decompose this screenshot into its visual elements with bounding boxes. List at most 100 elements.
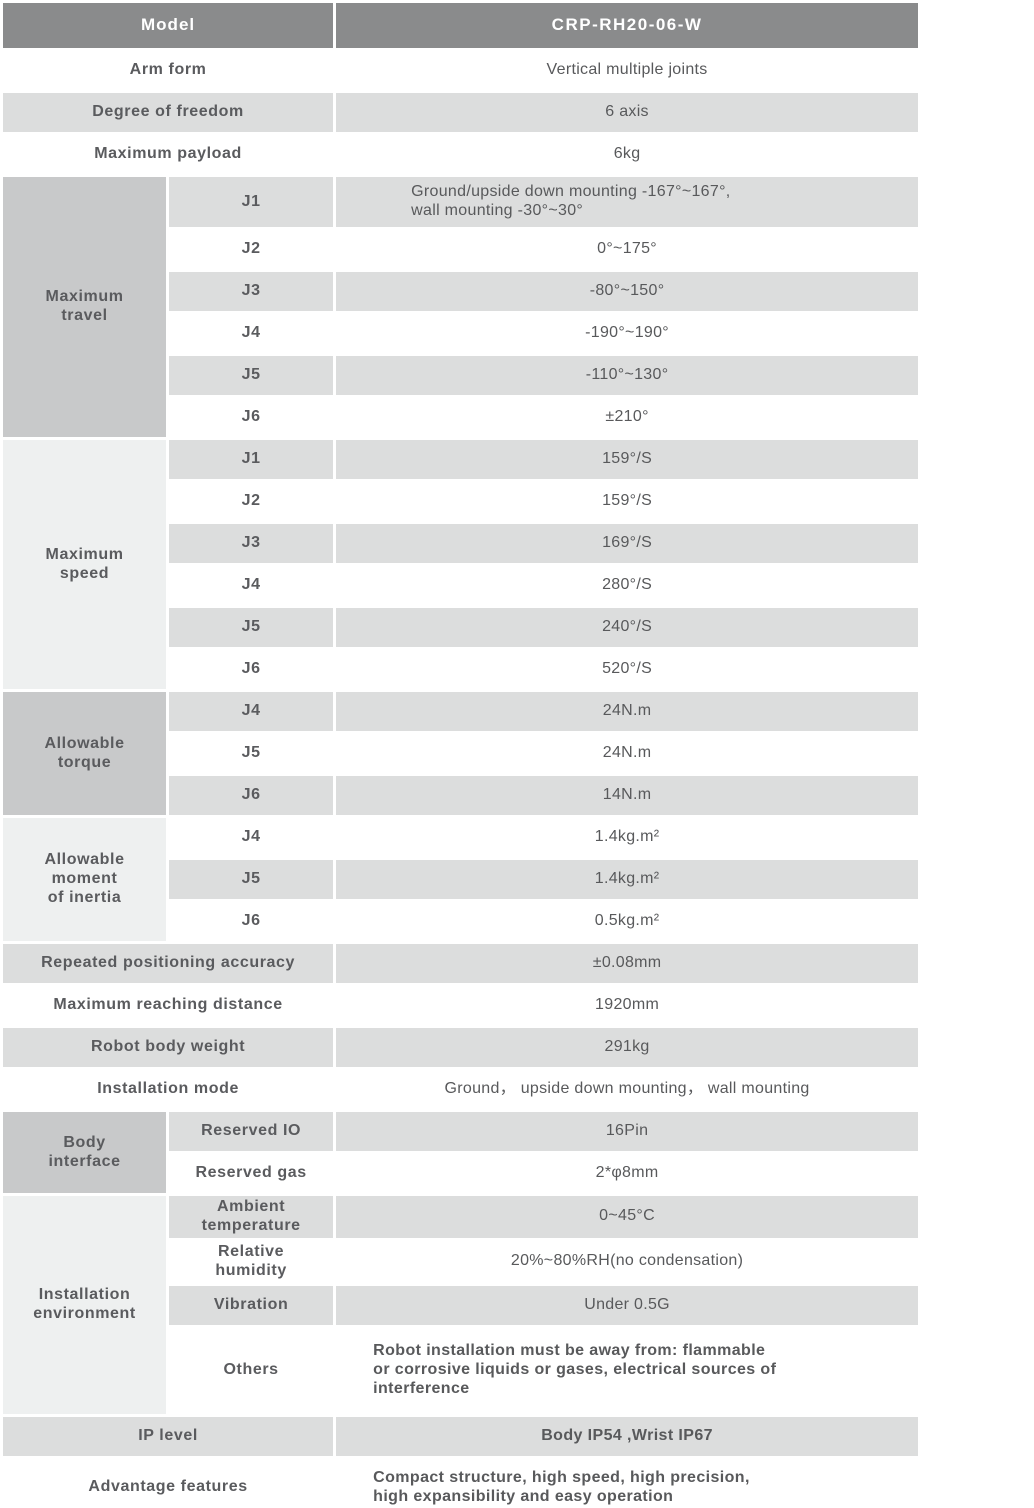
joint-label: J4 bbox=[169, 692, 334, 731]
section-title-maximum-travel: Maximum travel bbox=[3, 177, 167, 437]
section-title-maximum-speed: Maximum speed bbox=[3, 440, 167, 689]
table-row: J2 159°/S bbox=[3, 482, 918, 521]
joint-label: J4 bbox=[169, 818, 334, 857]
relative-humidity-value: 20%~80%RH(no condensation) bbox=[336, 1240, 918, 1283]
joint-value: 159°/S bbox=[336, 482, 918, 521]
joint-label: J5 bbox=[169, 608, 334, 647]
joint-value: 280°/S bbox=[336, 566, 918, 605]
joint-value: 240°/S bbox=[336, 608, 918, 647]
joint-label: J5 bbox=[169, 860, 334, 899]
advantage-features-value: Compact structure, high speed, high prec… bbox=[336, 1458, 918, 1508]
section-title-allowable-torque: Allowable torque bbox=[3, 692, 167, 815]
joint-value: 1.4kg.m² bbox=[336, 818, 918, 857]
table-row: Others Robot installation must be away f… bbox=[3, 1327, 918, 1414]
robot-spec-table: Model CRP-RH20-06-W Arm form Vertical mu… bbox=[3, 3, 918, 1508]
table-row: J3 169°/S bbox=[3, 524, 918, 563]
joint-value: 169°/S bbox=[336, 524, 918, 563]
joint-label: J6 bbox=[169, 398, 334, 437]
joint-value: 0°~175° bbox=[336, 230, 918, 269]
table-row: Body interface Reserved IO 16Pin bbox=[3, 1112, 918, 1193]
joint-label: J5 bbox=[169, 356, 334, 395]
joint-label: J6 bbox=[169, 776, 334, 815]
table-row: Maximum reaching distance 1920mm bbox=[3, 986, 918, 1025]
section-title-allowable-inertia: Allowable moment of inertia bbox=[3, 818, 167, 941]
repeated-positioning-accuracy-value: ±0.08mm bbox=[336, 944, 918, 983]
table-row: Maximum travel J1 Ground/upside down mou… bbox=[3, 177, 918, 437]
table-row: Reserved gas 2*φ8mm bbox=[3, 1154, 918, 1193]
ambient-temperature-label: Ambient temperature bbox=[169, 1196, 334, 1238]
table-row: J6 520°/S bbox=[3, 650, 918, 689]
table-row: Robot body weight 291kg bbox=[3, 1028, 918, 1067]
table-row: Installation environment Ambient tempera… bbox=[3, 1196, 918, 1414]
reserved-io-value: 16Pin bbox=[336, 1112, 918, 1151]
table-row: Maximum speed J1 159°/S bbox=[3, 440, 918, 689]
table-row: Allowable torque J4 24N.m bbox=[3, 692, 918, 815]
joint-value: -190°~190° bbox=[336, 314, 918, 353]
table-row: J5 24N.m bbox=[3, 734, 918, 773]
table-row: Maximum payload 6kg bbox=[3, 135, 918, 174]
table-row: Advantage features Compact structure, hi… bbox=[3, 1458, 918, 1508]
maximum-reaching-distance-label: Maximum reaching distance bbox=[3, 986, 334, 1025]
section-title-body-interface: Body interface bbox=[3, 1112, 167, 1193]
ip-level-value: Body IP54 ,Wrist IP67 bbox=[336, 1416, 918, 1456]
table-row: J6 ±210° bbox=[3, 398, 918, 437]
others-label: Others bbox=[169, 1327, 334, 1414]
degree-of-freedom-label: Degree of freedom bbox=[3, 93, 334, 132]
table-row: Repeated positioning accuracy ±0.08mm bbox=[3, 944, 918, 983]
table-row: J4 280°/S bbox=[3, 566, 918, 605]
maximum-reaching-distance-value: 1920mm bbox=[336, 986, 918, 1025]
vibration-label: Vibration bbox=[169, 1285, 334, 1325]
ip-level-label: IP level bbox=[3, 1416, 334, 1456]
advantage-features-label: Advantage features bbox=[3, 1458, 334, 1508]
table-row: Degree of freedom 6 axis bbox=[3, 93, 918, 132]
degree-of-freedom-value: 6 axis bbox=[336, 93, 918, 132]
table-row: J2 0°~175° bbox=[3, 230, 918, 269]
joint-label: J1 bbox=[169, 177, 334, 227]
repeated-positioning-accuracy-label: Repeated positioning accuracy bbox=[3, 944, 334, 983]
table-row: J6 14N.m bbox=[3, 776, 918, 815]
joint-value: Ground/upside down mounting -167°~167°, … bbox=[336, 177, 918, 227]
joint-value: 1.4kg.m² bbox=[336, 860, 918, 899]
joint-value: 159°/S bbox=[336, 440, 918, 479]
table-row: IP level Body IP54 ,Wrist IP67 bbox=[3, 1416, 918, 1456]
joint-label: J4 bbox=[169, 314, 334, 353]
joint-label: J2 bbox=[169, 230, 334, 269]
installation-mode-label: Installation mode bbox=[3, 1070, 334, 1109]
arm-form-value: Vertical multiple joints bbox=[336, 51, 918, 90]
joint-value: 520°/S bbox=[336, 650, 918, 689]
joint-label: J2 bbox=[169, 482, 334, 521]
joint-label: J4 bbox=[169, 566, 334, 605]
joint-label: J6 bbox=[169, 650, 334, 689]
reserved-gas-value: 2*φ8mm bbox=[336, 1154, 918, 1193]
table-row: J3 -80°~150° bbox=[3, 272, 918, 311]
joint-label: J3 bbox=[169, 524, 334, 563]
robot-body-weight-value: 291kg bbox=[336, 1028, 918, 1067]
joint-label: J1 bbox=[169, 440, 334, 479]
joint-value: 24N.m bbox=[336, 692, 918, 731]
others-value: Robot installation must be away from: fl… bbox=[336, 1327, 918, 1414]
reserved-io-label: Reserved IO bbox=[169, 1112, 334, 1151]
model-value: CRP-RH20-06-W bbox=[336, 3, 918, 48]
model-label: Model bbox=[3, 3, 334, 48]
table-row: J4 -190°~190° bbox=[3, 314, 918, 353]
table-row: J6 0.5kg.m² bbox=[3, 902, 918, 941]
maximum-payload-label: Maximum payload bbox=[3, 135, 334, 174]
joint-value: -80°~150° bbox=[336, 272, 918, 311]
table-row: J5 1.4kg.m² bbox=[3, 860, 918, 899]
table-row: Allowable moment of inertia J4 1.4kg.m² bbox=[3, 818, 918, 941]
table-row: Model CRP-RH20-06-W bbox=[3, 3, 918, 48]
relative-humidity-label: Relative humidity bbox=[169, 1240, 334, 1283]
joint-value: ±210° bbox=[336, 398, 918, 437]
table-row: Arm form Vertical multiple joints bbox=[3, 51, 918, 90]
section-title-installation-environment: Installation environment bbox=[3, 1196, 167, 1414]
table-row: Relative humidity 20%~80%RH(no condensat… bbox=[3, 1240, 918, 1283]
installation-mode-value: Ground， upside down mounting， wall mount… bbox=[336, 1070, 918, 1109]
table-row: Installation mode Ground， upside down mo… bbox=[3, 1070, 918, 1109]
vibration-value: Under 0.5G bbox=[336, 1285, 918, 1325]
table-row: J5 240°/S bbox=[3, 608, 918, 647]
table-row: Vibration Under 0.5G bbox=[3, 1285, 918, 1325]
maximum-payload-value: 6kg bbox=[336, 135, 918, 174]
joint-label: J5 bbox=[169, 734, 334, 773]
joint-value: -110°~130° bbox=[336, 356, 918, 395]
